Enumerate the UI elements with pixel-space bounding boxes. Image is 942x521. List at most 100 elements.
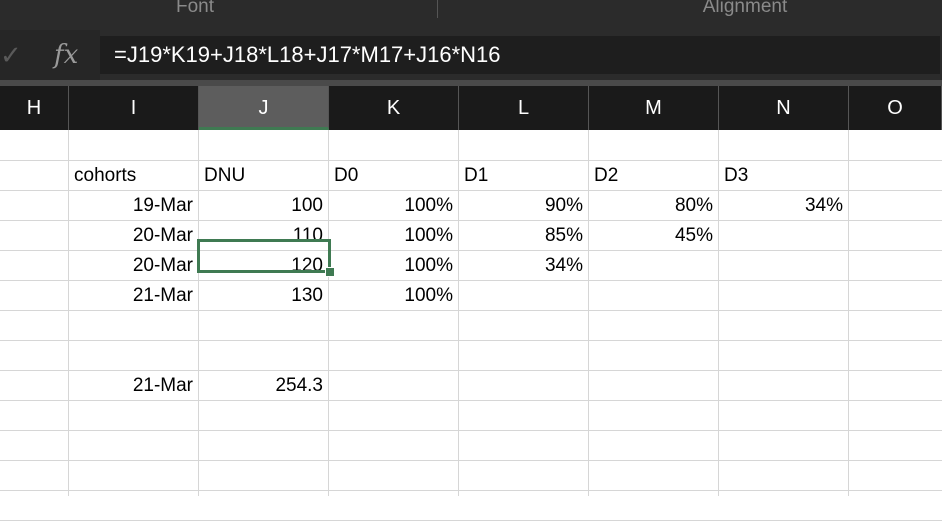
cell-l[interactable] bbox=[459, 311, 589, 341]
cell-i[interactable]: 21-Mar bbox=[132, 285, 193, 306]
cell-j[interactable] bbox=[199, 311, 329, 341]
cell-l[interactable]: 85% bbox=[544, 225, 583, 246]
cell-k[interactable] bbox=[329, 401, 459, 431]
cell-n[interactable]: D3 bbox=[724, 165, 749, 186]
cell-l[interactable] bbox=[459, 461, 589, 491]
cell-m[interactable]: D2 bbox=[594, 165, 619, 186]
cell-i[interactable]: 19-Mar bbox=[132, 195, 193, 216]
cell-k[interactable] bbox=[329, 131, 459, 161]
cell-o[interactable] bbox=[849, 341, 942, 371]
cell-m[interactable] bbox=[589, 341, 719, 371]
cell-m[interactable] bbox=[589, 401, 719, 431]
column-header-i[interactable]: I bbox=[69, 86, 199, 130]
cell-k[interactable] bbox=[329, 341, 459, 371]
cell-j[interactable] bbox=[199, 401, 329, 431]
cell-n[interactable]: 34% bbox=[804, 195, 843, 216]
cell-h[interactable] bbox=[0, 371, 69, 401]
cell-j[interactable]: 100 bbox=[291, 195, 323, 216]
formula-input[interactable]: =J19*K19+J18*L18+J17*M17+J16*N16 bbox=[100, 36, 940, 74]
cell-h[interactable] bbox=[0, 191, 69, 221]
cell-l[interactable] bbox=[459, 131, 589, 161]
cell-l[interactable] bbox=[459, 401, 589, 431]
cell-n[interactable] bbox=[719, 131, 849, 161]
cell-n[interactable] bbox=[719, 341, 849, 371]
cell-o[interactable] bbox=[849, 281, 942, 311]
cell-k[interactable]: D0 bbox=[334, 165, 359, 186]
column-header-m[interactable]: M bbox=[589, 86, 719, 130]
cell-n[interactable] bbox=[719, 281, 849, 311]
cell-j[interactable] bbox=[199, 131, 329, 161]
cell-o[interactable] bbox=[849, 371, 942, 401]
cell-h[interactable] bbox=[0, 161, 69, 191]
cell-o[interactable] bbox=[849, 251, 942, 281]
cell-i[interactable] bbox=[69, 341, 199, 371]
cell-k[interactable]: 100% bbox=[404, 195, 453, 216]
checkmark-icon[interactable]: ✓ bbox=[0, 40, 22, 70]
cell-o[interactable] bbox=[849, 431, 942, 461]
cell-k[interactable] bbox=[329, 311, 459, 341]
cell-m[interactable] bbox=[589, 371, 719, 401]
cell-n[interactable] bbox=[719, 401, 849, 431]
function-icon[interactable]: fx bbox=[54, 40, 79, 70]
cell-j[interactable]: 254.3 bbox=[275, 375, 323, 396]
cell-l[interactable] bbox=[459, 341, 589, 371]
cell-l[interactable]: 34% bbox=[544, 255, 583, 276]
cell-i[interactable] bbox=[69, 461, 199, 491]
cell-k[interactable] bbox=[329, 371, 459, 401]
cell-l[interactable] bbox=[459, 431, 589, 461]
cell-m[interactable] bbox=[589, 311, 719, 341]
cell-h[interactable] bbox=[0, 341, 69, 371]
cell-j[interactable] bbox=[199, 431, 329, 461]
cell-h[interactable] bbox=[0, 281, 69, 311]
ribbon-group-font[interactable]: Font bbox=[175, 0, 215, 17]
cell-h[interactable] bbox=[0, 431, 69, 461]
cell-i[interactable] bbox=[69, 131, 199, 161]
cell-o[interactable] bbox=[849, 191, 942, 221]
cell-i[interactable] bbox=[69, 401, 199, 431]
cell-h[interactable] bbox=[0, 461, 69, 491]
cell-o[interactable] bbox=[849, 221, 942, 251]
cell-n[interactable] bbox=[719, 461, 849, 491]
cell-h[interactable] bbox=[0, 401, 69, 431]
column-header-h[interactable]: H bbox=[0, 86, 69, 130]
cell-j[interactable] bbox=[199, 461, 329, 491]
ribbon-group-alignment[interactable]: Alignment bbox=[702, 0, 788, 17]
cell-k[interactable] bbox=[329, 431, 459, 461]
column-header-n[interactable]: N bbox=[719, 86, 849, 130]
cell-l[interactable] bbox=[459, 371, 589, 401]
cell-m[interactable] bbox=[589, 461, 719, 491]
cell-h[interactable] bbox=[0, 311, 69, 341]
cell-n[interactable] bbox=[719, 311, 849, 341]
cell-h[interactable] bbox=[0, 221, 69, 251]
fill-handle[interactable] bbox=[325, 267, 335, 277]
cell-m[interactable]: 80% bbox=[674, 195, 713, 216]
active-cell-border[interactable] bbox=[197, 239, 331, 273]
cell-m[interactable] bbox=[589, 431, 719, 461]
column-header-l[interactable]: L bbox=[459, 86, 589, 130]
cell-i[interactable]: 20-Mar bbox=[132, 255, 193, 276]
cell-o[interactable] bbox=[849, 131, 942, 161]
cell-n[interactable] bbox=[719, 371, 849, 401]
cell-h[interactable] bbox=[0, 131, 69, 161]
cell-k[interactable] bbox=[329, 461, 459, 491]
cell-k[interactable]: 100% bbox=[404, 225, 453, 246]
cell-i[interactable] bbox=[69, 311, 199, 341]
cell-m[interactable] bbox=[589, 251, 719, 281]
cell-m[interactable] bbox=[589, 131, 719, 161]
cell-o[interactable] bbox=[849, 161, 942, 191]
column-header-k[interactable]: K bbox=[329, 86, 459, 130]
cell-j[interactable]: DNU bbox=[204, 165, 246, 186]
cell-i[interactable]: cohorts bbox=[74, 165, 137, 186]
cell-k[interactable]: 100% bbox=[404, 255, 453, 276]
cell-h[interactable] bbox=[0, 251, 69, 281]
cell-i[interactable]: 21-Mar bbox=[132, 375, 193, 396]
cell-j[interactable]: 130 bbox=[291, 285, 323, 306]
cell-l[interactable]: 90% bbox=[544, 195, 583, 216]
cell-l[interactable]: D1 bbox=[464, 165, 489, 186]
cell-j[interactable] bbox=[199, 341, 329, 371]
cell-o[interactable] bbox=[849, 461, 942, 491]
cell-i[interactable]: 20-Mar bbox=[132, 225, 193, 246]
cell-m[interactable]: 45% bbox=[674, 225, 713, 246]
cell-o[interactable] bbox=[849, 311, 942, 341]
cell-k[interactable]: 100% bbox=[404, 285, 453, 306]
